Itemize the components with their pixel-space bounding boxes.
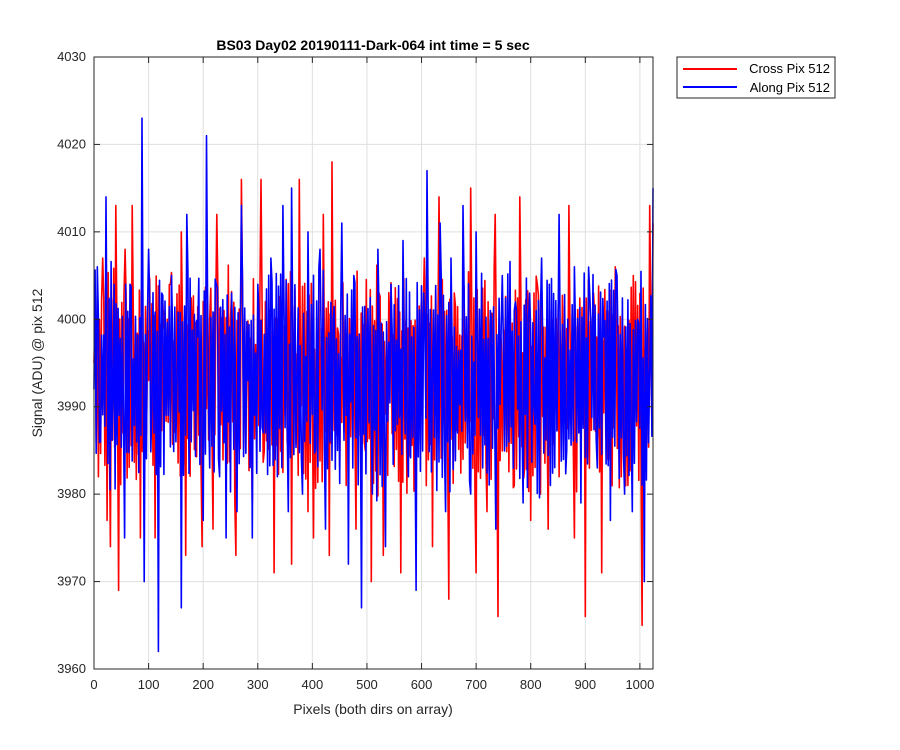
chart-title: BS03 Day02 20190111-Dark-064 int time = … [216, 37, 529, 53]
y-tick-label: 4030 [57, 49, 86, 64]
y-tick-label: 3980 [57, 486, 86, 501]
legend-box [676, 56, 836, 99]
y-tick-label: 3970 [57, 574, 86, 589]
legend-label-cross: Cross Pix 512 [749, 61, 830, 76]
y-tick-label: 3960 [57, 661, 86, 676]
y-tick-label: 3990 [57, 399, 86, 414]
y-axis-label: Signal (ADU) @ pix 512 [29, 288, 45, 437]
ticks [93, 56, 653, 670]
x-axis-label: Pixels (both dirs on array) [293, 701, 453, 717]
x-tick-label: 700 [465, 677, 487, 692]
y-tick-label: 4000 [57, 311, 86, 326]
series-layer [93, 117, 654, 653]
legend: Cross Pix 512 Along Pix 512 [676, 56, 836, 99]
legend-label-along: Along Pix 512 [750, 80, 830, 95]
x-tick-label: 100 [138, 677, 160, 692]
x-tick-label: 900 [574, 677, 596, 692]
series-line-along-pix-512 [93, 117, 654, 653]
x-tick-label: 0 [90, 677, 97, 692]
x-tick-label: 300 [247, 677, 269, 692]
x-tick-label: 200 [192, 677, 214, 692]
x-tick-label: 600 [411, 677, 433, 692]
x-tick-label: 1000 [625, 677, 654, 692]
y-tick-label: 4020 [57, 136, 86, 151]
tick-labels: 0 100 200 300 400 500 600 700 800 900 1000 3960 3970… [57, 49, 654, 692]
x-tick-label: 400 [302, 677, 324, 692]
y-tick-label: 4010 [57, 224, 86, 239]
x-tick-label: 500 [356, 677, 378, 692]
x-tick-label: 800 [520, 677, 542, 692]
plot-frame [93, 56, 654, 670]
